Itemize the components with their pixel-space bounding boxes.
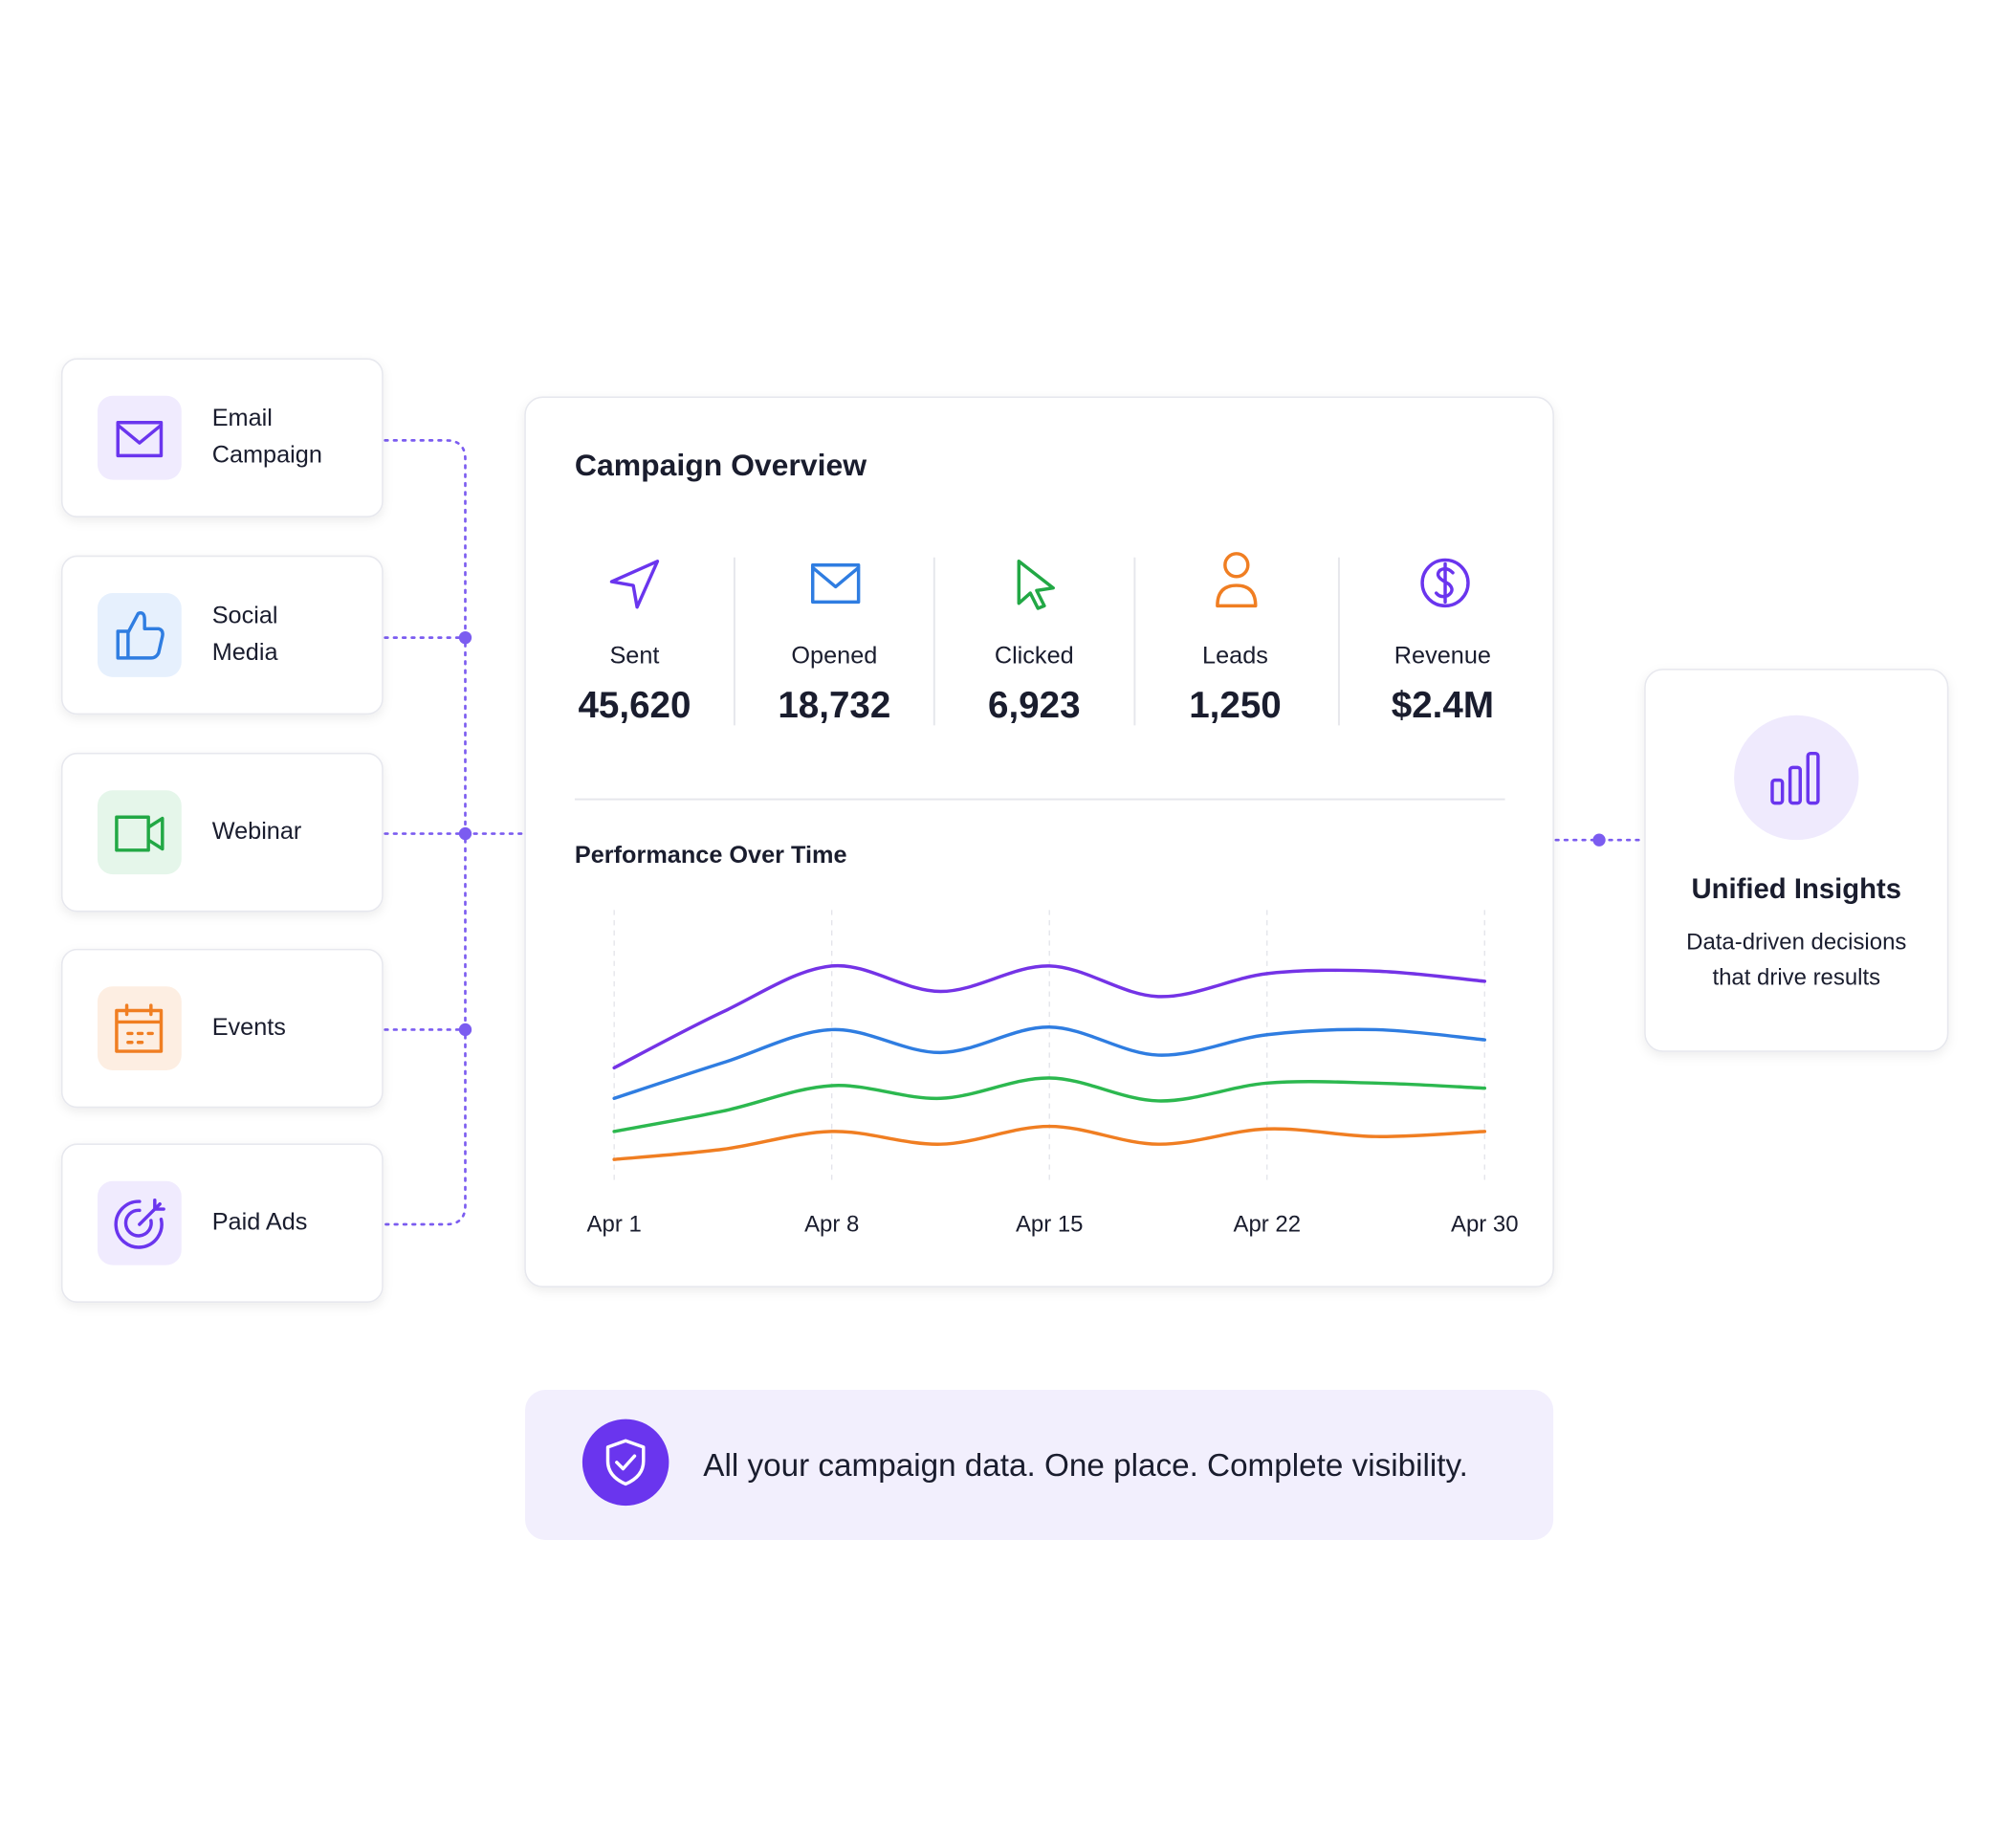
series-line (612, 963, 1487, 1070)
source-icon-bg (97, 986, 182, 1071)
source-label: Events (212, 1014, 286, 1041)
insights-icon-bg (1734, 715, 1859, 841)
connector (384, 439, 467, 1226)
source-icon-bg (97, 790, 182, 875)
banner-text: All your campaign data. One place. Compl… (703, 1448, 1468, 1484)
source-label: Social (212, 602, 278, 628)
insights-desc: that drive results (1712, 965, 1880, 991)
node (1592, 833, 1606, 847)
metric-value: 6,923 (988, 685, 1081, 726)
x-tick-label: Apr 8 (804, 1212, 859, 1238)
metric-label: Revenue (1394, 642, 1491, 669)
series-line (612, 1076, 1487, 1133)
metric-icon (1216, 552, 1258, 608)
source-icon (116, 421, 164, 458)
x-tick-label: Apr 15 (1016, 1212, 1084, 1238)
source-label: Paid Ads (212, 1208, 308, 1235)
source-icon (116, 611, 165, 660)
metric-value: 45,620 (578, 685, 691, 726)
shield-icon (605, 1439, 646, 1486)
series-line (612, 1025, 1487, 1101)
source-label: Email (212, 405, 273, 431)
source-icon (115, 1003, 164, 1053)
node (458, 630, 472, 645)
insights-title: Unified Insights (1692, 874, 1901, 905)
node (458, 1023, 472, 1037)
metric-label: Leads (1202, 642, 1268, 669)
source-label: Webinar (212, 818, 302, 845)
chart-title: Performance Over Time (575, 842, 847, 869)
metric-icon (1017, 560, 1055, 610)
x-tick-label: Apr 22 (1233, 1212, 1301, 1238)
connectors (384, 439, 1644, 1226)
metric-value: 18,732 (778, 685, 890, 726)
banner (525, 1389, 1554, 1540)
metric-label: Sent (609, 642, 659, 669)
insights-desc: Data-driven decisions (1686, 929, 1906, 955)
overview-card (524, 396, 1554, 1288)
metric-label: Clicked (995, 642, 1074, 669)
source-label: Campaign (212, 442, 322, 469)
series-line (612, 1124, 1487, 1161)
banner-icon-bg (582, 1419, 669, 1507)
source-label: Media (212, 639, 279, 666)
metric-icon (609, 560, 660, 609)
source-icon (115, 815, 165, 852)
x-tick-label: Apr 30 (1451, 1212, 1519, 1238)
source-icon-bg (97, 395, 182, 480)
source-icon-bg (97, 593, 182, 677)
metric-label: Opened (791, 642, 877, 669)
x-tick-label: Apr 1 (587, 1212, 642, 1238)
insights-icon (1770, 751, 1820, 805)
metric-value: $2.4M (1392, 685, 1494, 726)
metric-icon (1420, 558, 1470, 608)
insights-card (1644, 669, 1949, 1052)
overview-title: Campaign Overview (575, 448, 867, 482)
node (458, 826, 472, 841)
source-icon (114, 1199, 165, 1249)
metric-icon (811, 563, 861, 605)
metric-value: 1,250 (1189, 685, 1282, 726)
